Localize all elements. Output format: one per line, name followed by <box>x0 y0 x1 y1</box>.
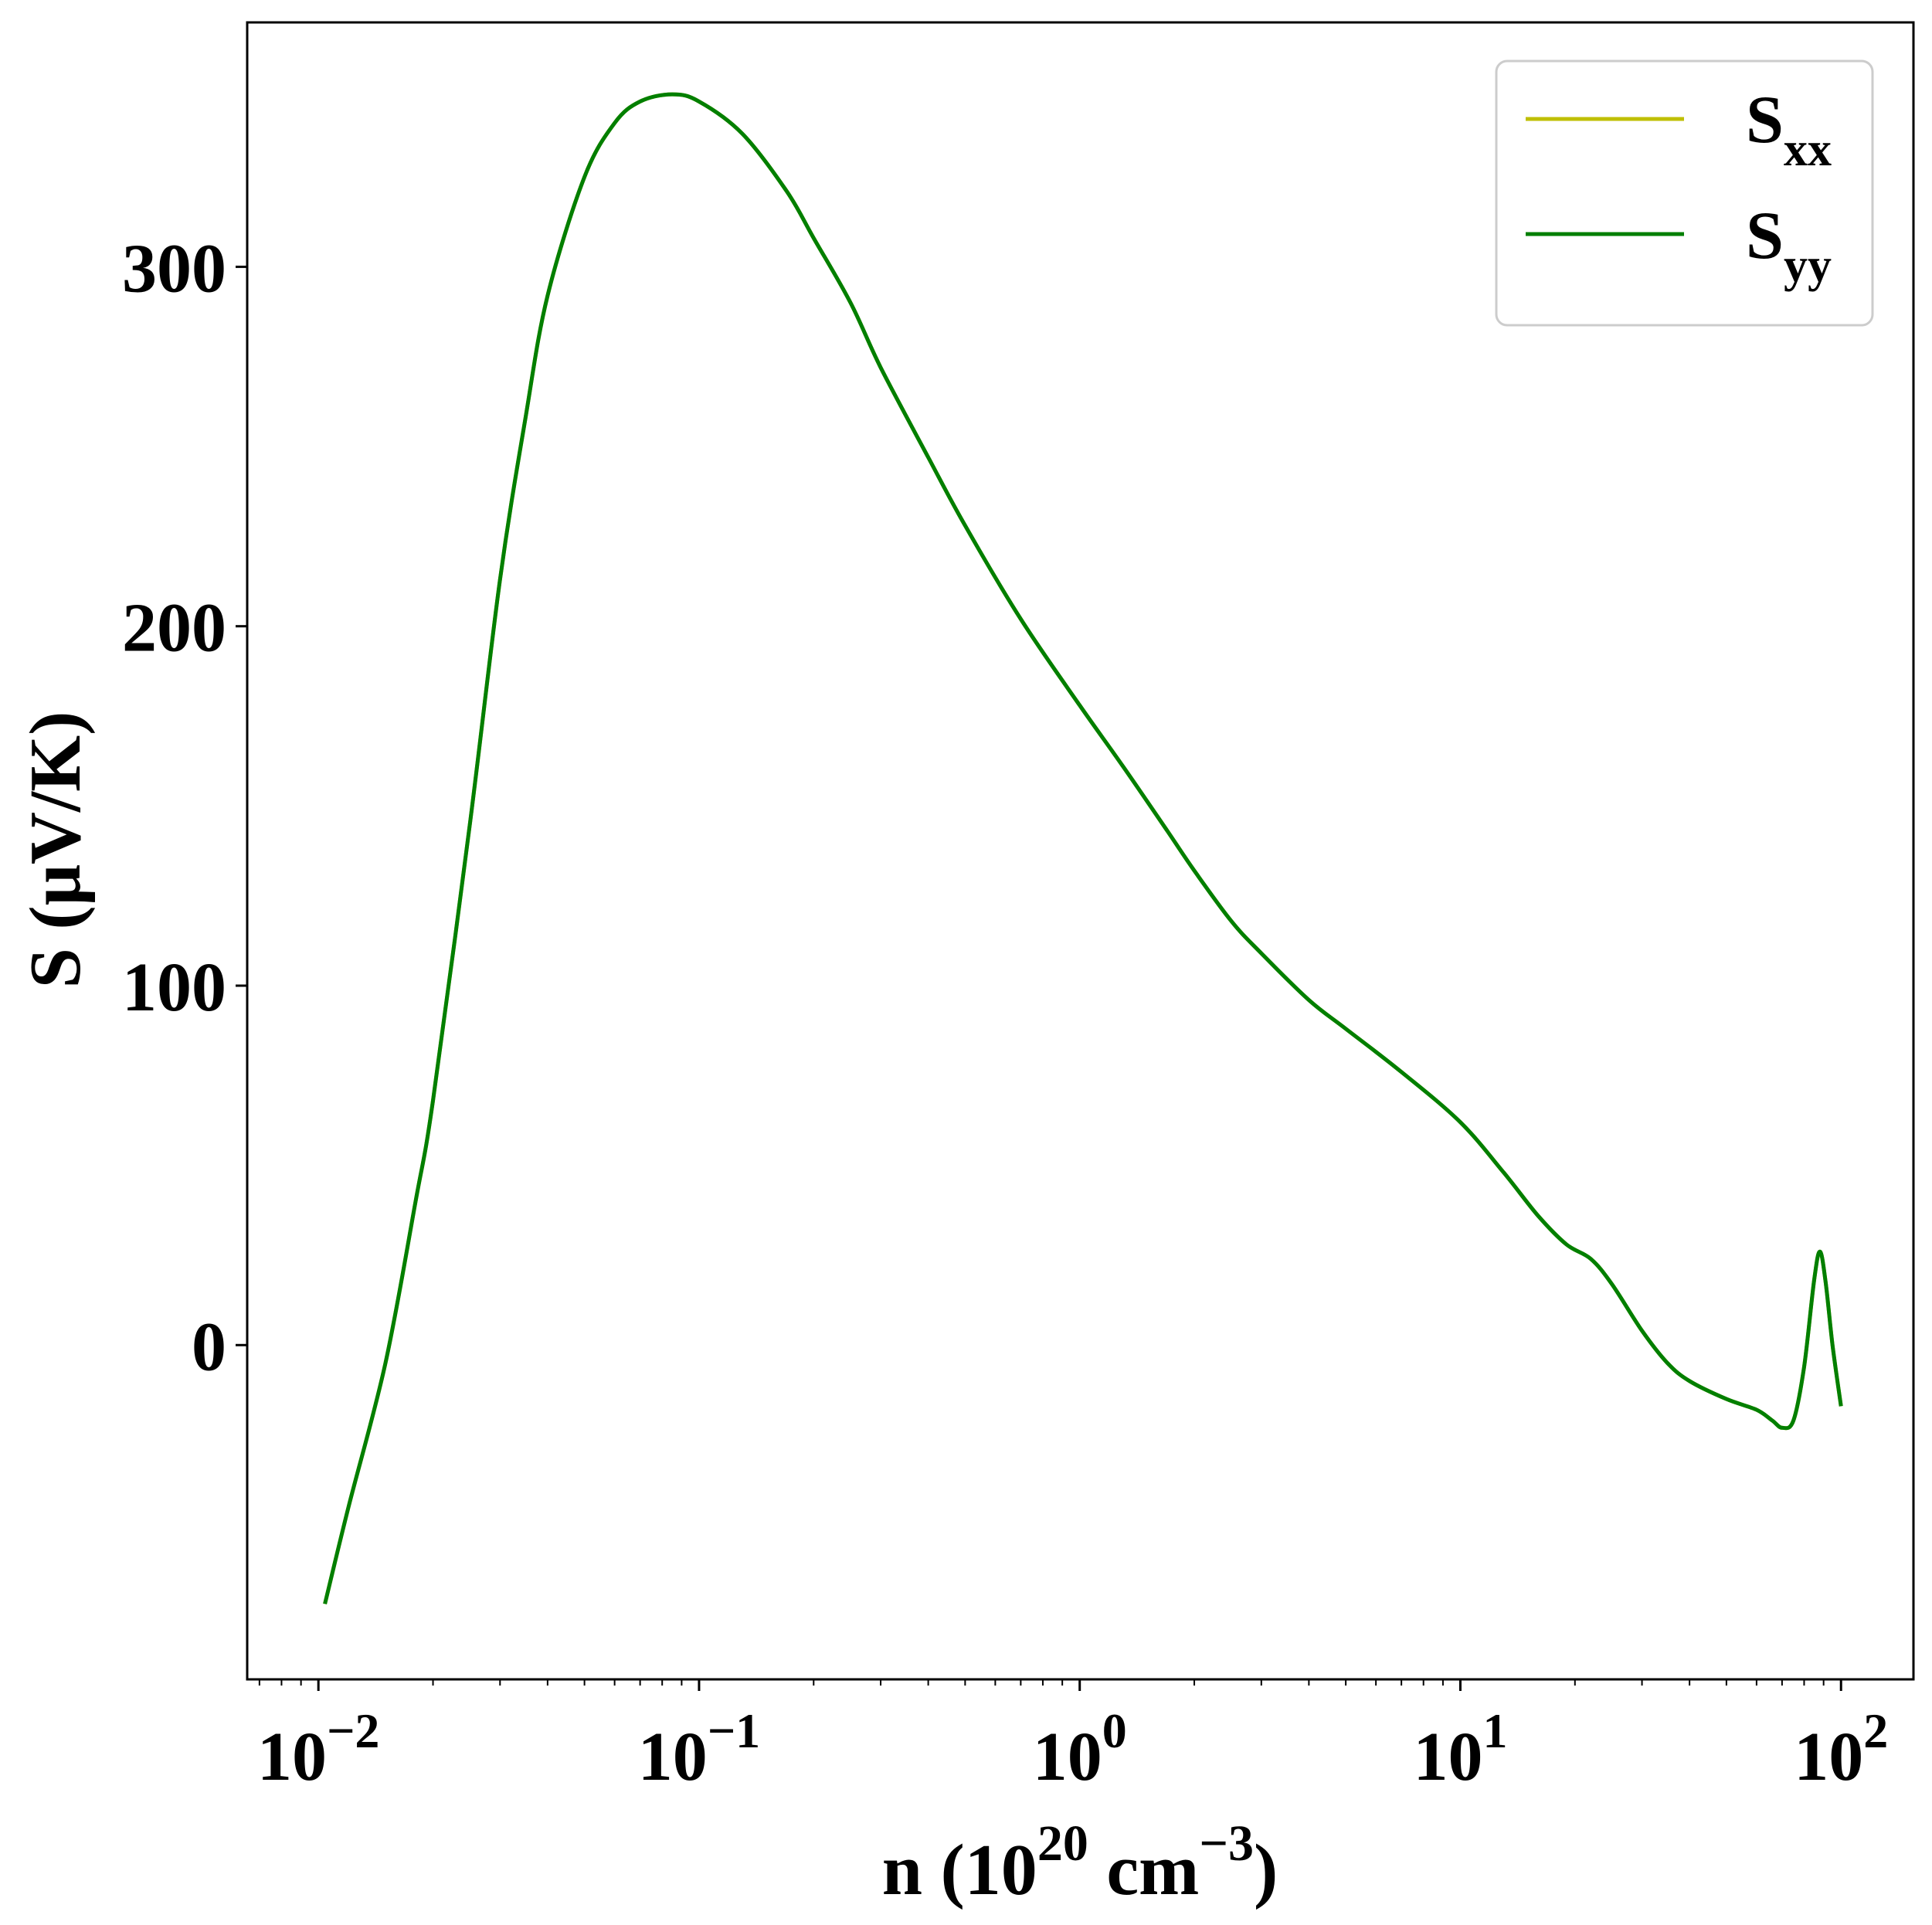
y-axis-label: S (μV/K) <box>15 711 96 989</box>
y-axis-ticks: 0 100 200 300 <box>122 230 247 1385</box>
x-tick-label: 102 <box>1794 1703 1888 1795</box>
y-tick-label: 200 <box>122 590 226 667</box>
legend-label-syy: Syy <box>1746 199 1832 292</box>
plot-frame <box>246 21 1915 1681</box>
series-layer <box>323 92 1843 1604</box>
x-tick-label: 10−1 <box>638 1703 760 1795</box>
y-tick-label: 0 <box>192 1309 226 1385</box>
x-tick-label: 101 <box>1413 1703 1507 1795</box>
series-line-s-yy <box>323 92 1843 1604</box>
y-tick-label: 100 <box>122 949 226 1026</box>
x-tick-label: 10−2 <box>257 1703 379 1795</box>
legend: Sxx Syy <box>1495 59 1874 327</box>
y-tick-label: 300 <box>122 230 226 307</box>
legend-box <box>1495 59 1874 327</box>
legend-label-sxx: Sxx <box>1746 83 1832 176</box>
x-axis-ticks: 10−2 10−1 100 101 102 <box>257 1679 1888 1795</box>
x-tick-label: 100 <box>1033 1703 1127 1795</box>
x-axis-label: n (1020 cm−3) <box>882 1815 1278 1910</box>
